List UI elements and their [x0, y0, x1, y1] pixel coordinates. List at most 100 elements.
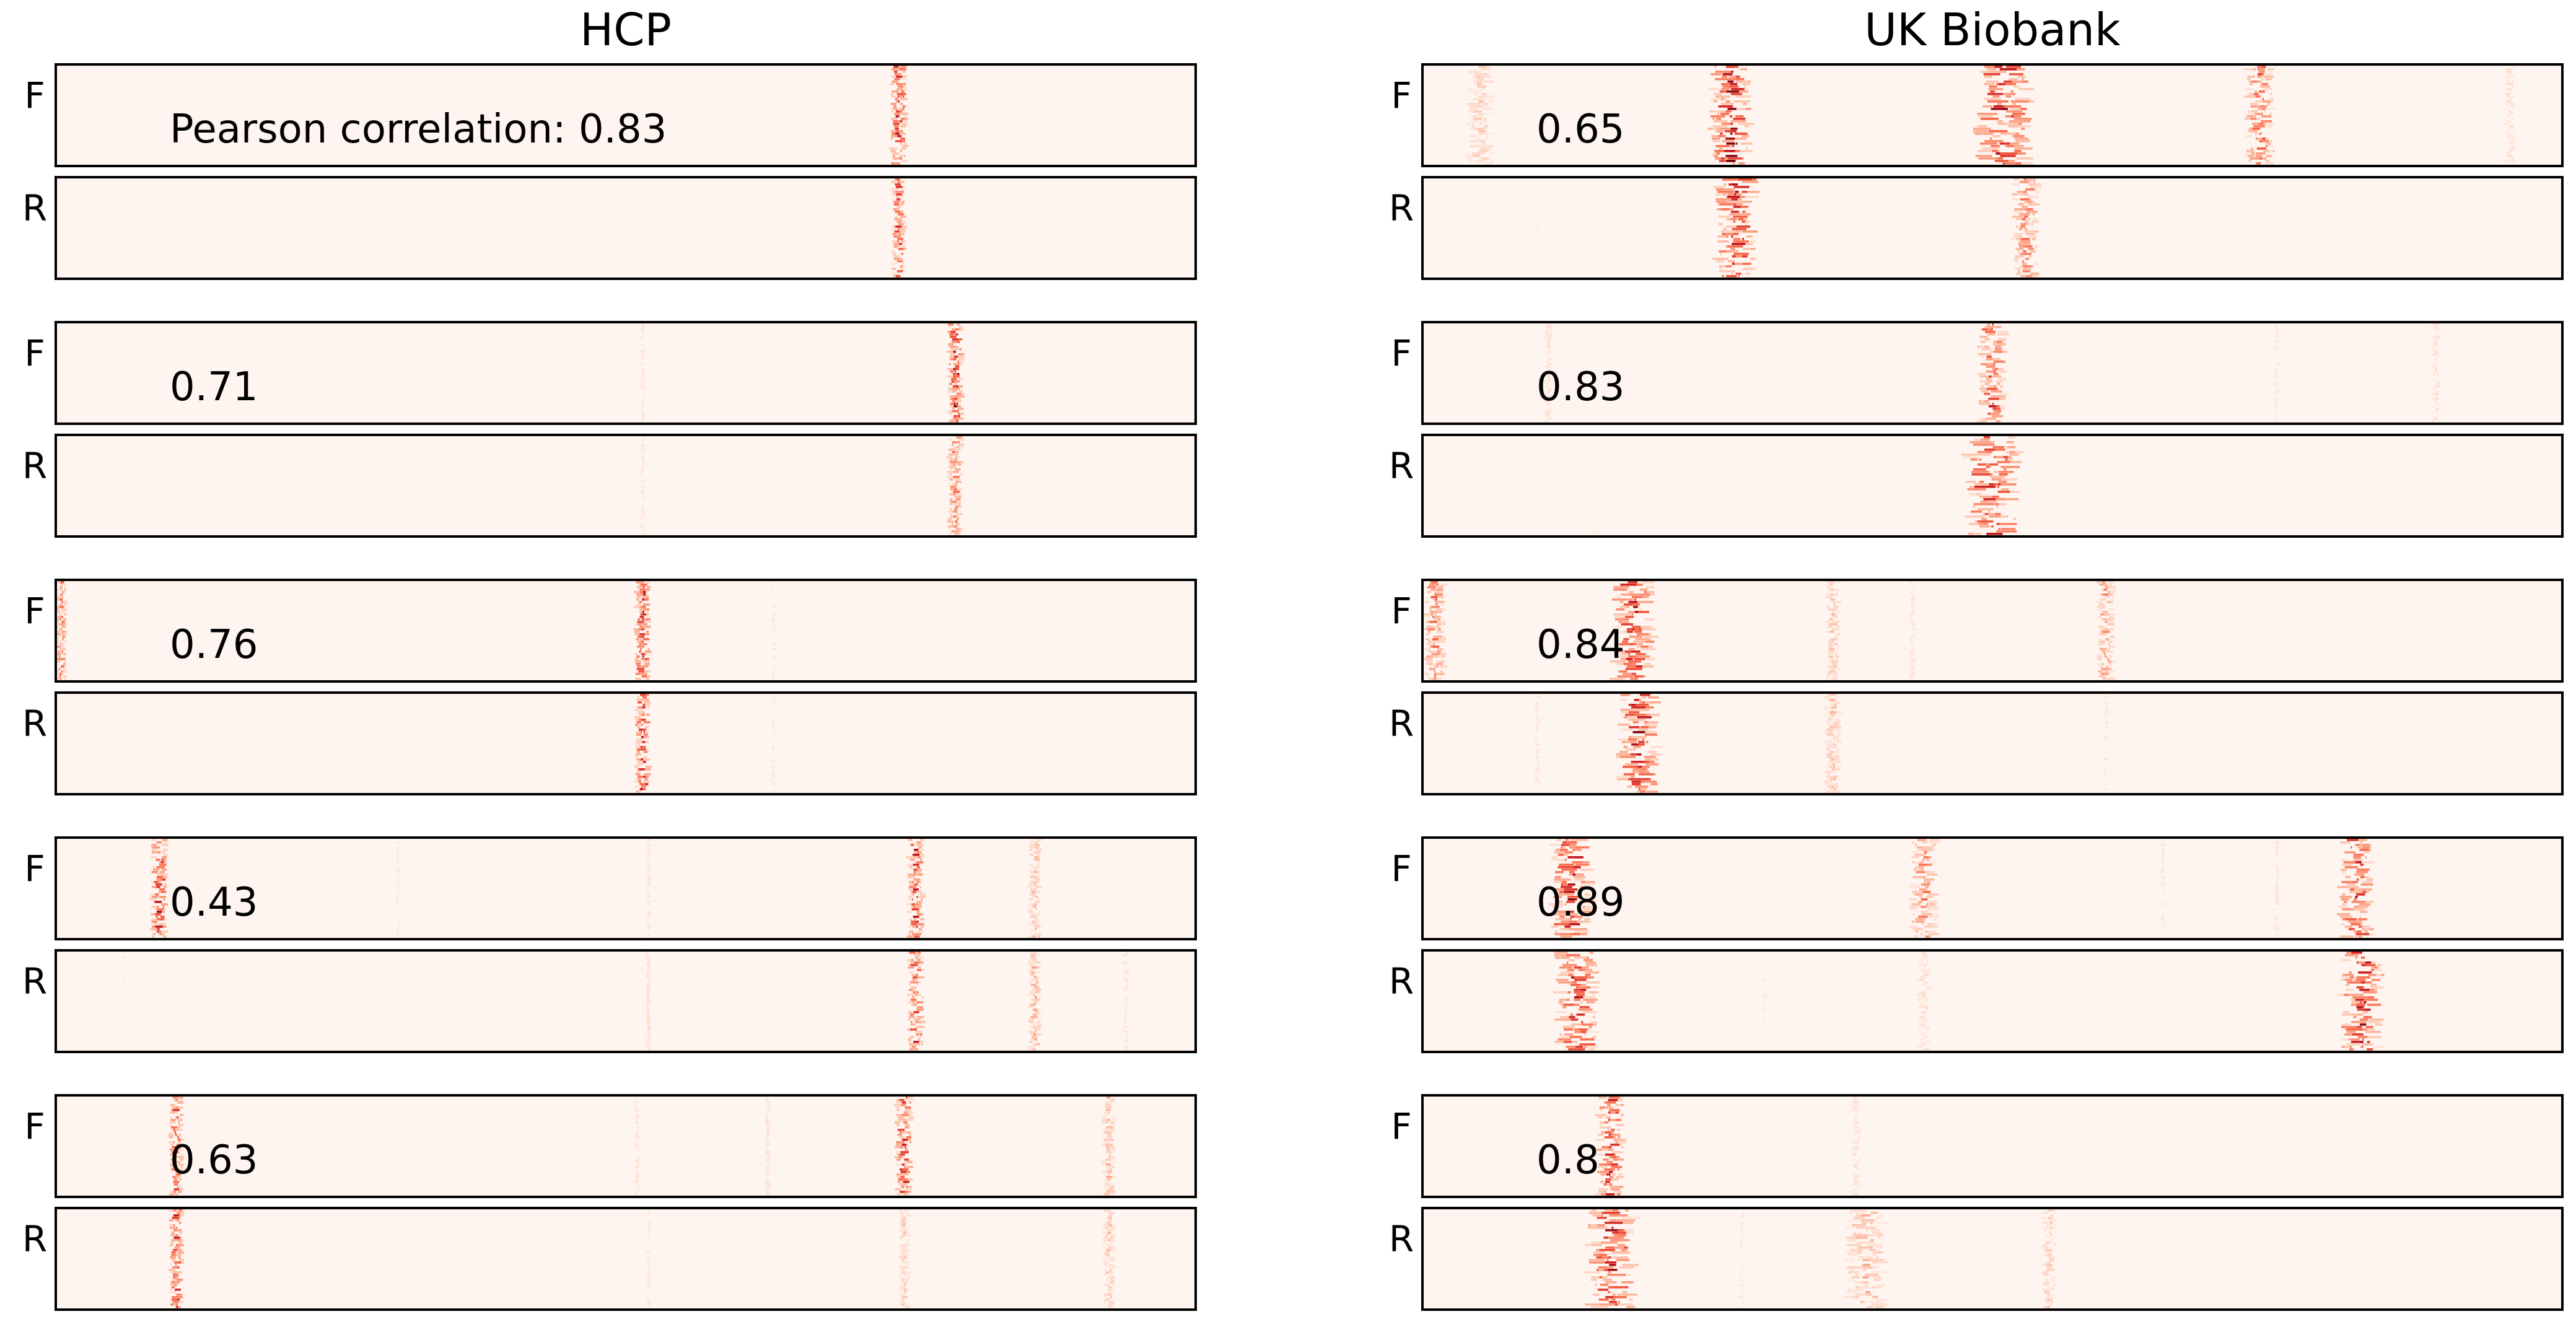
heatmap-cell — [1834, 650, 1838, 653]
heatmap-cell — [904, 1166, 906, 1168]
heatmap-cell — [641, 439, 645, 441]
heatmap-cell — [957, 501, 962, 503]
heatmap-cell — [641, 405, 644, 408]
heatmap-cell — [2257, 76, 2263, 78]
heatmap-cell — [1982, 147, 2000, 150]
heatmap-cell — [1033, 1009, 1037, 1011]
heatmap-cell — [1108, 1166, 1111, 1168]
heatmap-cell — [1735, 138, 1746, 140]
heatmap-cell — [2274, 418, 2277, 420]
heatmap-cell — [1999, 370, 2007, 373]
heatmap-cell — [58, 628, 61, 631]
heatmap-cell — [1715, 198, 1732, 201]
heatmap-cell — [1550, 368, 1553, 370]
row-label: R — [22, 703, 48, 745]
heatmap-cell — [1623, 773, 1635, 776]
heatmap-cell — [642, 729, 647, 731]
heatmap-cell — [639, 601, 642, 603]
heatmap-cell — [1429, 606, 1432, 608]
heatmap-cell — [1832, 724, 1837, 726]
heatmap-cell — [955, 528, 960, 530]
heatmap-cell — [1037, 881, 1039, 883]
heatmap-cell — [950, 348, 955, 351]
heatmap-cell — [893, 201, 900, 203]
heatmap-cell — [170, 1284, 175, 1286]
heatmap-cell — [1986, 358, 1993, 361]
heatmap-cell — [1726, 142, 1738, 145]
heatmap-cell — [178, 1191, 182, 1193]
heatmap-cell — [62, 633, 67, 636]
heatmap-cell — [1573, 876, 1586, 878]
heatmap-cell — [1108, 1144, 1113, 1146]
heatmap-cell — [906, 1166, 909, 1168]
heatmap-cell — [169, 1289, 173, 1291]
heatmap-cell — [2105, 721, 2108, 724]
heatmap-cell — [914, 918, 916, 921]
heatmap-cell — [1126, 1006, 1130, 1009]
heatmap-cell — [1126, 999, 1128, 1001]
heatmap-cell — [1986, 444, 1995, 446]
heatmap-cell — [1112, 1124, 1115, 1126]
heatmap-cell — [1728, 150, 1745, 152]
heatmap-cell — [2266, 155, 2272, 157]
heatmap-cell — [896, 100, 898, 103]
heatmap-cell — [163, 854, 169, 856]
heatmap-cell — [1836, 734, 1839, 736]
heatmap-cell — [1640, 641, 1655, 643]
heatmap-cell — [642, 458, 644, 461]
heatmap-cell — [1441, 653, 1444, 655]
heatmap-cell — [61, 621, 65, 623]
heatmap-cell — [177, 1296, 183, 1299]
heatmap-cell — [1973, 523, 1989, 525]
heatmap-cell — [1727, 250, 1732, 253]
heatmap-cell — [647, 916, 649, 918]
heatmap-cell — [2104, 771, 2107, 773]
heatmap-cell — [1440, 603, 1444, 606]
heatmap-cell — [2266, 138, 2269, 140]
heatmap-cell — [173, 1183, 178, 1186]
heatmap-cell — [1974, 533, 1981, 535]
heatmap-cell — [1536, 768, 1540, 771]
row-label: F — [1391, 332, 1412, 374]
heatmap-cell — [1833, 791, 1841, 793]
heatmap-cell — [1109, 1219, 1112, 1222]
heatmap-cell — [644, 638, 647, 641]
heatmap-cell — [1640, 648, 1656, 650]
heatmap-cell — [1628, 736, 1632, 738]
heatmap-cell — [1558, 901, 1563, 903]
heatmap-cell — [1434, 613, 1437, 616]
heatmap-cell — [2111, 596, 2114, 598]
heatmap-cell — [647, 1031, 649, 1033]
heatmap-cell — [636, 655, 641, 658]
heatmap-cell — [1580, 881, 1595, 883]
heatmap-cell — [892, 155, 895, 157]
heatmap-cell — [2010, 100, 2030, 103]
heatmap-panel — [1421, 434, 2564, 538]
heatmap-cell — [1990, 138, 1992, 140]
heatmap-panel — [1421, 691, 2564, 795]
heatmap-cell — [646, 1296, 649, 1299]
heatmap-cell — [1825, 748, 1831, 751]
heatmap-cell — [2032, 238, 2036, 240]
heatmap-cell — [1719, 258, 1727, 260]
heatmap-cell — [1582, 881, 1586, 883]
heatmap-cell — [636, 763, 643, 766]
heatmap-cell — [1105, 1227, 1109, 1229]
heatmap-cell — [1721, 230, 1735, 233]
heatmap-cell — [63, 660, 67, 663]
heatmap-cell — [1722, 85, 1732, 88]
heatmap-cell — [172, 1209, 177, 1212]
heatmap-cell — [647, 1222, 649, 1224]
heatmap-cell — [906, 1097, 911, 1099]
heatmap-cell — [643, 758, 651, 761]
heatmap-cell — [901, 160, 908, 162]
heatmap-cell — [907, 1239, 911, 1242]
heatmap-cell — [641, 400, 643, 403]
heatmap-cell — [1996, 157, 2003, 160]
heatmap-cell — [647, 1021, 649, 1023]
heatmap-cell — [63, 601, 66, 603]
heatmap-cell — [2507, 150, 2510, 152]
heatmap-cell — [2259, 140, 2263, 142]
heatmap-cell — [1618, 738, 1630, 741]
heatmap-cell — [906, 1097, 908, 1099]
